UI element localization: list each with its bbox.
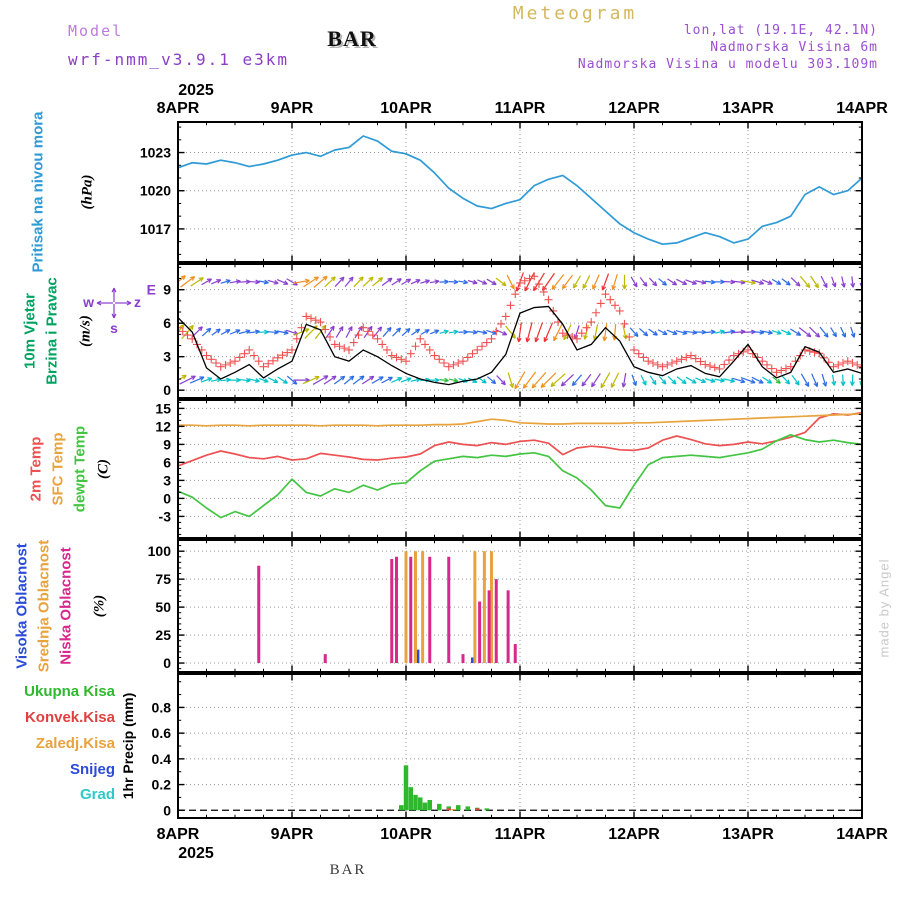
svg-text:13APR: 13APR [722, 826, 774, 843]
total-rain-label: Ukupna Kisa [24, 683, 115, 700]
svg-text:w: w [82, 294, 94, 310]
svg-text:z: z [134, 294, 141, 310]
bottom-station-label: BAR [329, 862, 367, 878]
svg-text:9APR: 9APR [271, 826, 314, 843]
model-elevation-line: Nadmorska Visina u modelu 303.109m [577, 57, 878, 72]
svg-text:14APR: 14APR [836, 826, 888, 843]
svg-text:2025: 2025 [178, 82, 214, 99]
svg-text:E: E [147, 282, 156, 298]
hail-label: Grad [79, 786, 115, 803]
svg-text:s: s [110, 320, 118, 336]
svg-text:10APR: 10APR [380, 100, 432, 117]
svg-text:15: 15 [155, 400, 171, 416]
location-info: lon,lat (19.1E, 42.1N) Nadmorska Visina … [578, 22, 878, 73]
svg-text:0.4: 0.4 [152, 751, 172, 767]
svg-text:75: 75 [155, 571, 171, 587]
svg-text:11APR: 11APR [495, 826, 546, 843]
svg-text:-3: -3 [159, 508, 172, 524]
svg-text:12APR: 12APR [608, 826, 660, 843]
svg-text:9: 9 [163, 436, 171, 452]
svg-text:9APR: 9APR [271, 100, 314, 117]
svg-text:12: 12 [155, 418, 171, 434]
svg-text:6: 6 [163, 315, 171, 331]
meteogram-title: Meteogram [512, 3, 638, 24]
svg-text:11APR: 11APR [495, 100, 546, 117]
svg-text:1020: 1020 [140, 183, 171, 199]
svg-text:0.8: 0.8 [152, 699, 172, 715]
model-name: wrf-nmm_v3.9.1 e3km [68, 50, 290, 69]
lonlat-line: lon,lat (19.1E, 42.1N) [683, 23, 878, 38]
svg-text:13APR: 13APR [722, 100, 774, 117]
elevation-line: Nadmorska Visina 6m [710, 40, 878, 55]
svg-text:8APR: 8APR [157, 100, 200, 117]
svg-text:0: 0 [163, 655, 171, 671]
svg-text:2025: 2025 [178, 845, 214, 862]
svg-text:0.2: 0.2 [152, 777, 172, 793]
svg-text:14APR: 14APR [836, 100, 888, 117]
freezing-rain-label: Zaledj.Kisa [35, 735, 115, 752]
svg-text:0: 0 [163, 490, 171, 506]
svg-text:9: 9 [163, 282, 171, 298]
svg-text:100: 100 [148, 543, 172, 559]
svg-text:3: 3 [163, 472, 171, 488]
svg-text:50: 50 [155, 599, 171, 615]
model-label: Model [68, 22, 124, 40]
convective-rain-label: Konvek.Kisa [24, 709, 115, 726]
svg-text:0.6: 0.6 [152, 725, 172, 741]
snow-label: Snijeg [69, 761, 115, 778]
svg-text:1017: 1017 [140, 221, 171, 237]
svg-text:6: 6 [163, 454, 171, 470]
svg-text:8APR: 8APR [157, 826, 200, 843]
svg-text:10APR: 10APR [380, 826, 432, 843]
svg-text:0: 0 [163, 382, 171, 398]
svg-text:12APR: 12APR [608, 100, 660, 117]
svg-text:1023: 1023 [140, 145, 171, 161]
svg-text:0: 0 [163, 802, 171, 818]
svg-text:3: 3 [163, 349, 171, 365]
svg-text:25: 25 [155, 627, 171, 643]
station-title: BAR [327, 26, 377, 51]
